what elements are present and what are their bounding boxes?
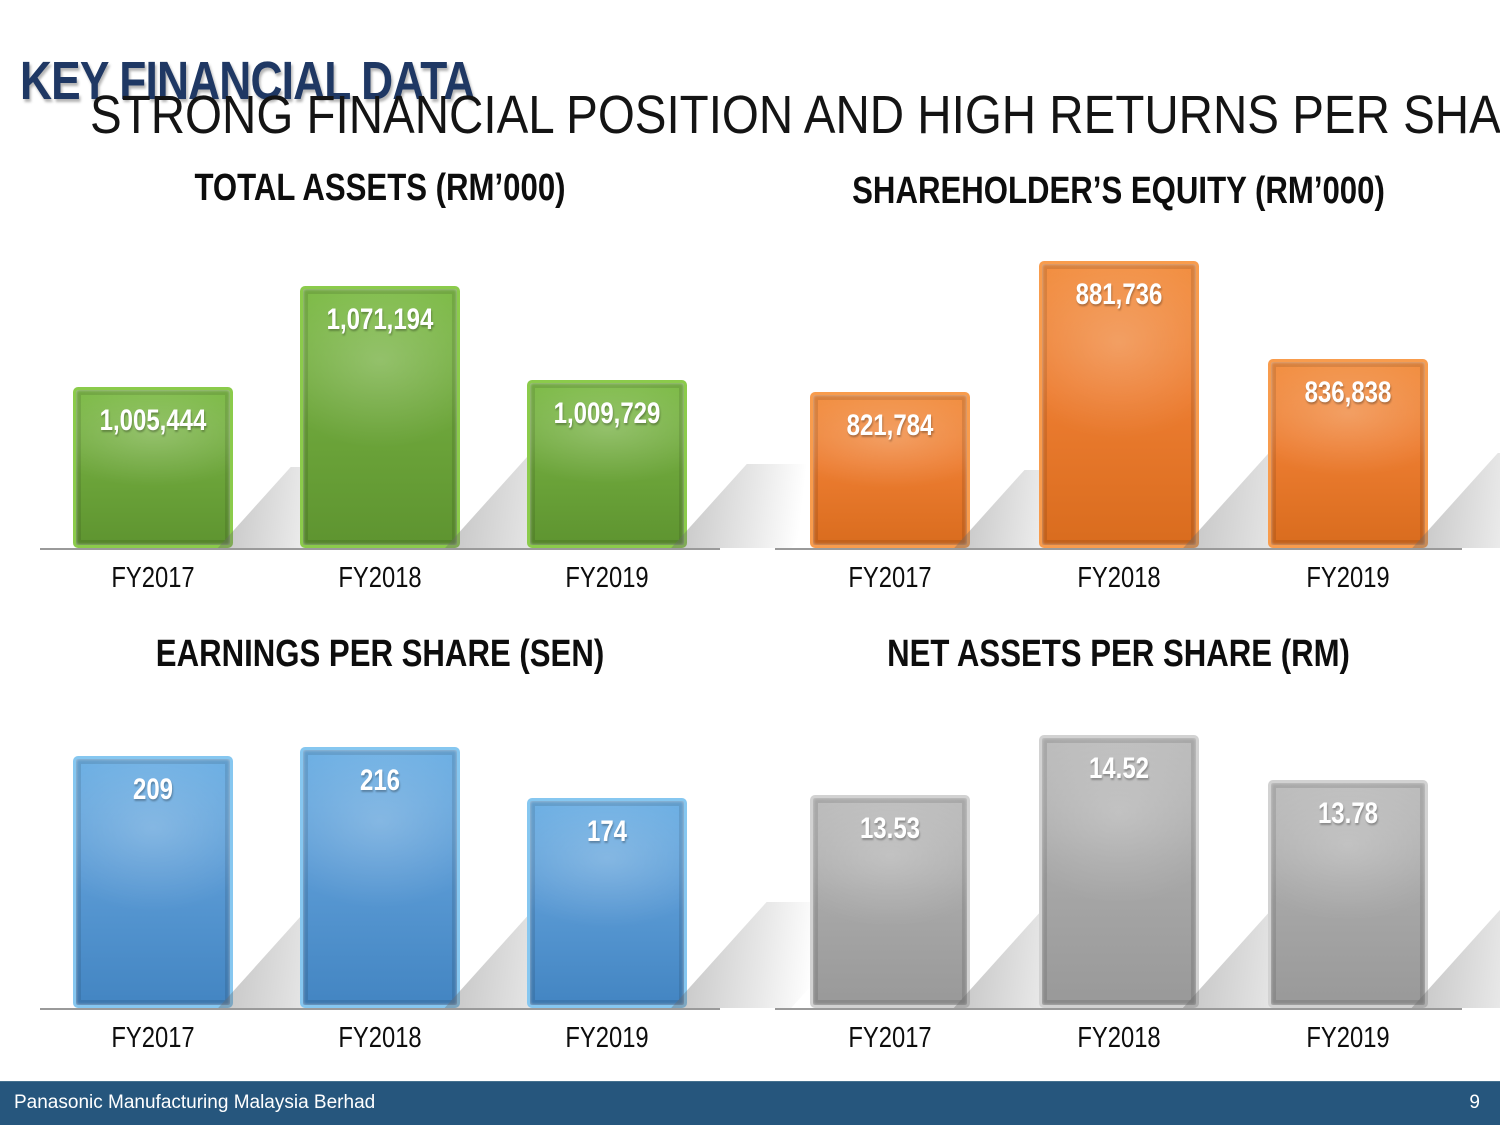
category-axis: FY2017 FY2018 FY2019 bbox=[40, 1022, 720, 1056]
footer-bar: Panasonic Manufacturing Malaysia Berhad … bbox=[0, 1081, 1500, 1125]
x-axis-line bbox=[40, 548, 720, 550]
category-label: FY2017 bbox=[111, 1022, 195, 1054]
plot-area: 1,005,444 1,071,194 1,009,729 bbox=[40, 242, 720, 548]
page-title: KEY FINANCIAL DATA bbox=[20, 51, 475, 112]
bar-FY2017: 13.53 bbox=[809, 794, 970, 1008]
bar-FY2019: 836,838 bbox=[1267, 358, 1428, 548]
category-label: FY2018 bbox=[1076, 562, 1161, 594]
category-label: FY2019 bbox=[565, 562, 649, 594]
chart-title: TOTAL ASSETS (RM’000) bbox=[194, 167, 566, 209]
category-label: FY2018 bbox=[338, 1022, 422, 1054]
bar-value-label: 1,005,444 bbox=[99, 403, 207, 437]
chart-title: NET ASSETS PER SHARE (RM) bbox=[887, 633, 1350, 675]
plot-area: 13.53 14.52 13.78 bbox=[775, 706, 1462, 1008]
bar-FY2018: 881,736 bbox=[1038, 260, 1199, 548]
bar-value-label: 13.53 bbox=[859, 811, 920, 845]
bar-value-label: 13.78 bbox=[1317, 796, 1378, 830]
x-axis-line bbox=[775, 548, 1462, 550]
bar-FY2019: 1,009,729 bbox=[526, 380, 687, 548]
page-number: 9 bbox=[1469, 1092, 1480, 1113]
category-label: FY2017 bbox=[111, 562, 195, 594]
chart-title: EARNINGS PER SHARE (SEN) bbox=[155, 633, 605, 675]
bar-value-label: 881,736 bbox=[1075, 277, 1162, 311]
category-label: FY2018 bbox=[338, 562, 422, 594]
bar-FY2018: 1,071,194 bbox=[300, 286, 460, 548]
bar-value-label: 836,838 bbox=[1304, 375, 1391, 409]
bar-value-label: 821,784 bbox=[846, 408, 933, 442]
bar-value-label: 216 bbox=[359, 764, 401, 798]
bar-FY2018: 216 bbox=[300, 747, 460, 1008]
bar-value-label: 209 bbox=[133, 772, 174, 806]
category-axis: FY2017 FY2018 FY2019 bbox=[40, 562, 720, 596]
category-label: FY2019 bbox=[1305, 1022, 1390, 1054]
plot-area: 209 216 174 bbox=[40, 706, 720, 1008]
x-axis-line bbox=[40, 1008, 720, 1010]
bar-FY2018: 14.52 bbox=[1038, 735, 1199, 1008]
bar-FY2017: 821,784 bbox=[809, 391, 970, 548]
category-label: FY2018 bbox=[1076, 1022, 1161, 1054]
bar-value-label: 174 bbox=[586, 814, 627, 848]
bar-value-label: 1,009,729 bbox=[553, 397, 661, 431]
chart-net-assets-per-share: NET ASSETS PER SHARE (RM) 13.53 14.52 13.7… bbox=[775, 633, 1462, 1054]
bar-FY2019: 13.78 bbox=[1267, 779, 1428, 1008]
category-label: FY2019 bbox=[1305, 562, 1390, 594]
plot-area: 821,784 881,736 836,838 bbox=[775, 221, 1462, 548]
bar-value-label: 14.52 bbox=[1088, 752, 1149, 785]
chart-shareholders-equity: SHAREHOLDER’S EQUITY (RM’000) 821,784 881… bbox=[775, 170, 1462, 594]
chart-total-assets: TOTAL ASSETS (RM’000) 1,005,444 1,071,194… bbox=[40, 167, 720, 594]
bar-FY2017: 1,005,444 bbox=[73, 386, 234, 548]
bar-FY2017: 209 bbox=[73, 755, 234, 1008]
footer-company-name: Panasonic Manufacturing Malaysia Berhad bbox=[14, 1092, 376, 1113]
chart-title: SHAREHOLDER’S EQUITY (RM’000) bbox=[852, 170, 1385, 212]
category-label: FY2017 bbox=[847, 1022, 932, 1054]
x-axis-line bbox=[775, 1008, 1462, 1010]
category-axis: FY2017 FY2018 FY2019 bbox=[775, 562, 1462, 596]
bar-FY2019: 174 bbox=[526, 797, 687, 1008]
chart-earnings-per-share: EARNINGS PER SHARE (SEN) 209 216 174 FY201… bbox=[40, 633, 720, 1054]
category-axis: FY2017 FY2018 FY2019 bbox=[775, 1022, 1462, 1056]
bar-value-label: 1,071,194 bbox=[326, 303, 434, 337]
slide-subtitle: STRONG FINANCIAL POSITION AND HIGH RETUR… bbox=[90, 85, 1500, 145]
category-label: FY2019 bbox=[565, 1022, 649, 1054]
category-label: FY2017 bbox=[847, 562, 932, 594]
